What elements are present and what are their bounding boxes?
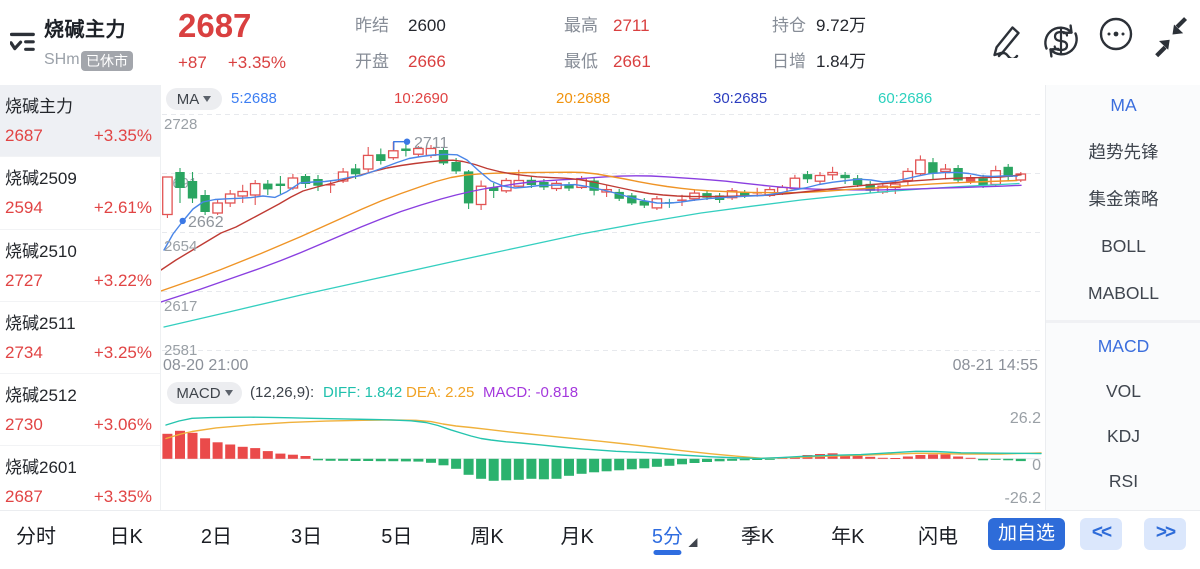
svg-text:2617: 2617	[164, 298, 197, 315]
svg-text:2728: 2728	[164, 116, 197, 133]
svg-text:2654: 2654	[164, 238, 197, 255]
svg-text:2662: 2662	[188, 214, 224, 231]
svg-text:2711: 2711	[414, 135, 449, 152]
svg-text:2581: 2581	[164, 342, 197, 359]
